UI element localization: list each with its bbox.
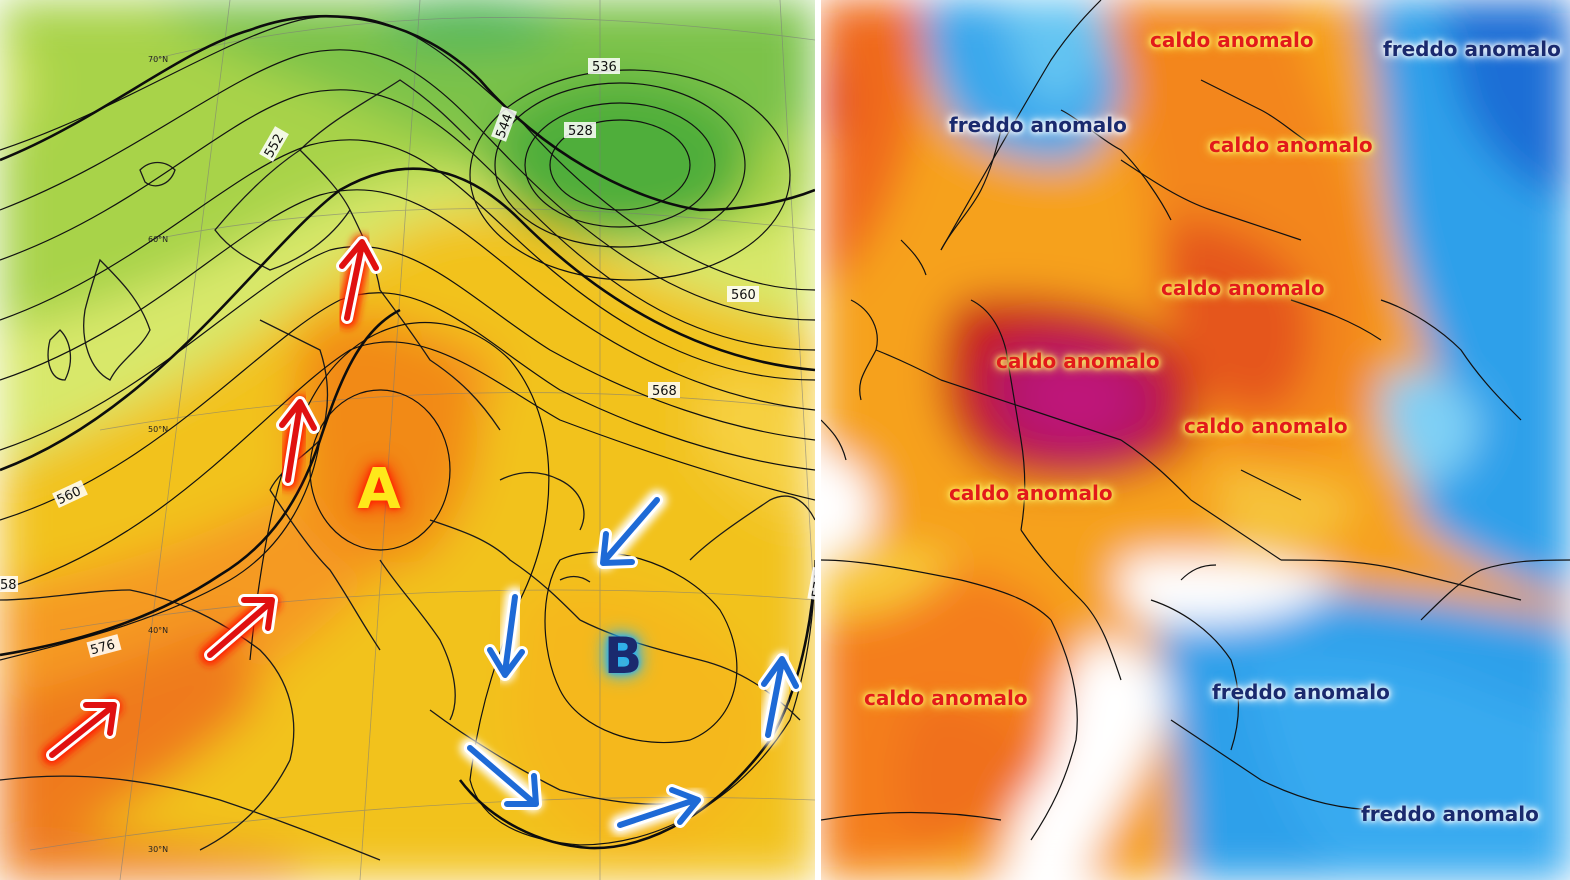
lat-label-50: 50°N <box>148 425 168 434</box>
panel-divider <box>815 0 821 880</box>
lat-label-40: 40°N <box>148 626 168 635</box>
warm-anomaly-label-north: caldo anomalo <box>1150 28 1314 52</box>
cold-arrow-5 <box>758 652 802 745</box>
warm-anomaly-label-germany: caldo anomalo <box>996 349 1160 373</box>
isoline-label-58-edge: 58 <box>0 578 17 593</box>
isoline-label-568: 568 <box>652 384 677 399</box>
warm-arrow-4 <box>336 235 382 328</box>
cold-arrow-4 <box>610 784 705 835</box>
cold-anomaly-label-scandinavia: freddo anomalo <box>949 113 1127 137</box>
cold-arrow-2 <box>484 587 528 682</box>
coastlines-borders <box>821 0 1570 841</box>
warm-arrow-2 <box>200 593 280 665</box>
temperature-anomaly-canvas <box>821 0 1570 880</box>
warm-advection-arrows <box>42 235 382 765</box>
temperature-anomaly-map: caldo anomalo freddo anomalo freddo anom… <box>821 0 1570 880</box>
geopotential-map: 536 528 544 552 560 568 576 560 576 58 7… <box>0 0 815 880</box>
isoline-label-576-west: 576 <box>89 637 117 658</box>
temperature-field <box>0 0 815 880</box>
cold-anomaly-label-southeast: freddo anomalo <box>1361 802 1539 826</box>
warm-arrow-3 <box>276 395 320 490</box>
lat-lon-grid <box>29 0 815 880</box>
cold-anomaly-label-northeast: freddo anomalo <box>1383 37 1561 61</box>
lat-label-30: 30°N <box>148 845 168 854</box>
warm-anomaly-label-belarus: caldo anomalo <box>1161 276 1325 300</box>
isoline-label-528: 528 <box>568 124 593 139</box>
cold-arrow-3 <box>460 738 543 812</box>
warm-anomaly-label-alps: caldo anomalo <box>949 481 1113 505</box>
isoline-label-576-east: 576 <box>810 572 815 599</box>
cold-arrow-1 <box>595 490 667 570</box>
isoline-label-560-east: 560 <box>731 288 756 303</box>
lat-label-70: 70°N <box>148 55 168 64</box>
high-pressure-label: A <box>357 457 401 522</box>
cold-anomaly-label-mediterranean: freddo anomalo <box>1212 680 1390 704</box>
anomaly-field <box>821 0 1570 880</box>
isoline-label-536: 536 <box>592 60 617 75</box>
warm-arrow-1 <box>42 697 122 765</box>
geopotential-map-canvas: 536 528 544 552 560 568 576 560 576 58 7… <box>0 0 815 880</box>
cold-circulation-arrows <box>460 490 802 835</box>
geopotential-isolines <box>0 15 815 846</box>
low-pressure-label: B <box>603 627 643 685</box>
warm-anomaly-label-ukraine: caldo anomalo <box>1184 414 1348 438</box>
lat-label-60: 60°N <box>148 235 168 244</box>
latitude-labels: 70°N 60°N 50°N 40°N 30°N <box>148 55 168 854</box>
warm-anomaly-label-iberia: caldo anomalo <box>864 686 1028 710</box>
warm-anomaly-label-russia: caldo anomalo <box>1209 133 1373 157</box>
